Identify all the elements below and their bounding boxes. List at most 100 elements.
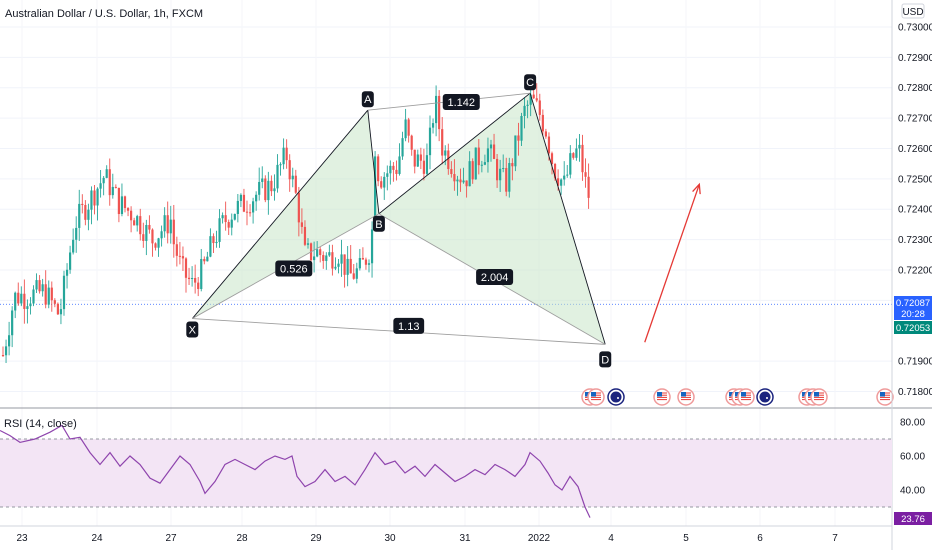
candle-body <box>285 147 288 161</box>
pattern-point-x-badge[interactable] <box>186 321 199 338</box>
projection-arrow[interactable] <box>644 184 700 343</box>
candle-body <box>538 100 541 115</box>
candle-body <box>136 216 139 226</box>
time-axis[interactable]: 23 24 27 28 29 30 31 2022 4 5 6 7 <box>16 533 838 544</box>
pattern-leg-cd[interactable] <box>529 93 606 345</box>
flag-us-icon[interactable] <box>587 388 605 406</box>
candle-body <box>267 180 270 201</box>
flag-us-icon[interactable] <box>653 388 671 406</box>
time-tick-label: 5 <box>683 533 689 544</box>
candle-body <box>361 257 364 260</box>
candle-body <box>468 161 471 187</box>
candle-body <box>392 165 395 170</box>
candle-body <box>337 263 340 267</box>
candle-body <box>242 194 246 212</box>
candle-body <box>35 280 38 290</box>
rsi-value-badge: 23.76 <box>894 512 932 525</box>
rsi-title[interactable]: RSI (14, close) <box>4 418 77 430</box>
last-price-value: 0.72087 <box>896 298 930 309</box>
pattern-point-b-badge[interactable] <box>372 215 385 232</box>
price-pane: X A B C D 0.526 1.142 2.004 1.13 <box>0 26 894 406</box>
candle-body <box>29 303 32 307</box>
candle-body <box>227 222 230 228</box>
candle-body <box>191 278 194 280</box>
candle-body <box>313 256 316 261</box>
pattern-point-a-badge[interactable] <box>361 91 374 108</box>
flag-us-icon[interactable] <box>810 388 828 406</box>
candle-body <box>547 136 551 154</box>
candle-body <box>459 179 462 183</box>
flag-au-icon[interactable] <box>607 388 625 406</box>
flag-au-icon[interactable] <box>756 388 774 406</box>
rsi-axis[interactable]: 80.00 60.00 40.00 <box>900 418 925 497</box>
pattern-leg-xa[interactable] <box>191 109 369 319</box>
candle-body <box>17 292 20 304</box>
chart-title[interactable]: Australian Dollar / U.S. Dollar, 1h, FXC… <box>5 8 203 20</box>
candle-body <box>53 300 56 304</box>
candle-body <box>514 135 517 167</box>
candle-body <box>425 155 429 174</box>
ratio-badge[interactable] <box>393 317 425 334</box>
candle-body <box>572 153 575 158</box>
candle-body <box>276 164 279 189</box>
candle-body <box>529 94 532 105</box>
candle-body <box>172 219 175 245</box>
candle-body <box>328 252 331 256</box>
pattern-leg-bc[interactable] <box>378 92 531 215</box>
candle-body <box>215 241 218 244</box>
candle-body <box>105 169 108 178</box>
candle-body <box>483 162 486 165</box>
ratio-badge[interactable] <box>275 260 313 277</box>
candle-body <box>367 263 371 265</box>
candle-body <box>248 212 252 214</box>
candle-body <box>471 161 474 180</box>
candle-body <box>346 258 349 275</box>
candle-body <box>358 257 361 269</box>
candle-body <box>84 205 87 220</box>
candle-body <box>377 156 380 182</box>
pattern-leg-ab[interactable] <box>367 110 380 214</box>
candle-body <box>142 234 145 241</box>
candle-body <box>447 150 450 170</box>
price-axis[interactable]: 0.73000 0.72900 0.72800 0.72700 0.72600 0.725… <box>898 23 932 398</box>
candle-body <box>416 154 419 167</box>
candle-body <box>65 269 69 276</box>
candle-body <box>69 252 72 270</box>
candle-body <box>532 94 535 99</box>
time-tick-label: 23 <box>16 533 28 544</box>
candle-body <box>544 131 547 137</box>
candle-body <box>126 208 130 211</box>
candle-body <box>47 287 50 305</box>
pattern-bcd-triangle[interactable] <box>378 93 606 345</box>
candle-body <box>108 169 111 196</box>
pattern-point-d-badge[interactable] <box>599 351 612 368</box>
flag-us-icon[interactable] <box>677 388 695 406</box>
ratio-badge[interactable] <box>476 268 514 285</box>
candle-body <box>575 148 578 158</box>
candle-body <box>224 215 227 223</box>
candle-body <box>111 186 114 196</box>
candle-body <box>584 172 587 177</box>
candle-body <box>200 258 203 289</box>
candle-body <box>492 144 496 159</box>
candle-body <box>526 104 529 106</box>
price-tick-label: 0.72200 <box>898 265 932 276</box>
pattern-xab-triangle[interactable] <box>192 110 379 319</box>
candle-body <box>38 280 41 292</box>
candle-body <box>279 164 282 166</box>
pattern-point-c-badge[interactable] <box>524 74 537 91</box>
candle-body <box>340 254 343 264</box>
candle-body <box>120 196 124 215</box>
flag-us-icon[interactable] <box>876 388 894 406</box>
candle-body <box>294 175 297 193</box>
currency-badge[interactable] <box>901 3 925 19</box>
candle-body <box>32 289 35 304</box>
candle-body <box>78 203 81 228</box>
candle-body <box>587 176 590 198</box>
flag-us-icon[interactable] <box>737 388 755 406</box>
candle-body <box>520 116 523 141</box>
candle-body <box>209 236 212 257</box>
time-tick-label: 28 <box>236 533 248 544</box>
ratio-badge[interactable] <box>442 94 480 111</box>
candle-body <box>523 105 526 117</box>
